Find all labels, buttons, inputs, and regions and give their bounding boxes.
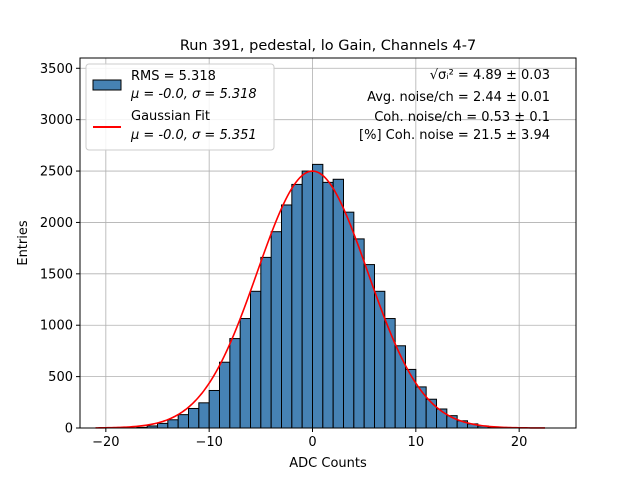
histogram-bar xyxy=(343,211,355,429)
histogram-bar xyxy=(353,238,365,429)
histogram-bar xyxy=(281,204,293,429)
y-axis-label: Entries xyxy=(16,220,31,266)
annotation-rms-sigma-value: = 4.89 ± 0.03 xyxy=(454,68,550,83)
histogram-bar xyxy=(384,318,396,429)
histogram-bar xyxy=(301,170,313,429)
histogram-bar xyxy=(332,178,344,429)
legend-frame xyxy=(85,63,275,151)
y-tick-label: 0 xyxy=(65,422,73,437)
legend-histogram-sublabel: μ = -0.0, σ = 5.318 xyxy=(130,87,257,102)
histogram-bar xyxy=(177,414,190,429)
x-tick-label: −10 xyxy=(195,435,222,450)
y-axis-ticks: 0 500 1000 1500 2000 2500 3000 3500 xyxy=(40,62,80,437)
histogram-bar xyxy=(374,290,386,429)
plot-frame xyxy=(79,57,577,429)
y-tick-label: 3000 xyxy=(40,113,73,128)
histogram-bar xyxy=(270,231,282,429)
legend-histogram-label: RMS = 5.318 xyxy=(131,69,216,84)
histogram-bar xyxy=(157,422,169,429)
chart-title: Run 391, pedestal, lo Gain, Channels 4-7 xyxy=(180,38,476,54)
histogram-bar xyxy=(405,368,417,429)
x-axis-ticks: −20 −10 0 10 20 xyxy=(92,428,527,450)
histogram-bar xyxy=(322,181,334,429)
legend-fit-sublabel: μ = -0.0, σ = 5.351 xyxy=(130,128,257,143)
annotation-rms-sigma-symbol: √σᵢ² xyxy=(430,68,454,83)
legend-histogram-swatch xyxy=(92,79,122,91)
x-axis-label: ADC Counts xyxy=(289,456,367,471)
histogram-bar xyxy=(260,256,272,429)
x-tick-label: 0 xyxy=(308,435,316,450)
y-tick-label: 2000 xyxy=(40,216,73,231)
histogram-bar xyxy=(188,407,200,429)
histogram-bar xyxy=(291,183,303,429)
histogram-bar xyxy=(167,419,179,429)
y-tick-label: 1000 xyxy=(40,319,73,334)
histogram-bar xyxy=(219,361,231,429)
histogram-bars xyxy=(126,163,531,429)
y-tick-label: 3500 xyxy=(40,62,73,77)
annotation-rms-sigma: √σᵢ² = 4.89 ± 0.03 xyxy=(430,68,550,83)
histogram-bar xyxy=(312,163,324,429)
x-tick-label: 10 xyxy=(408,435,425,450)
histogram-bar xyxy=(250,290,262,429)
annotation-coh-noise-percent: [%] Coh. noise = 21.5 ± 3.94 xyxy=(359,128,550,143)
gaussian-fit-line xyxy=(95,170,545,429)
histogram-bar xyxy=(363,264,375,429)
annotation-coh-noise: Coh. noise/ch = 0.53 ± 0.1 xyxy=(374,110,550,125)
y-tick-label: 2500 xyxy=(40,165,73,180)
legend-fit-label: Gaussian Fit xyxy=(131,109,210,124)
histogram-bar xyxy=(415,386,427,429)
noise-annotations: √σᵢ² = 4.89 ± 0.03 Avg. noise/ch = 2.44 … xyxy=(359,68,550,143)
legend: RMS = 5.318 μ = -0.0, σ = 5.318 Gaussian… xyxy=(85,63,275,151)
y-tick-label: 500 xyxy=(48,370,73,385)
y-tick-label: 1500 xyxy=(40,267,73,282)
histogram-bar xyxy=(229,338,241,429)
histogram-bar xyxy=(198,402,210,429)
histogram-bar xyxy=(394,345,406,429)
annotation-avg-noise: Avg. noise/ch = 2.44 ± 0.01 xyxy=(367,90,550,105)
x-tick-label: −20 xyxy=(92,435,119,450)
histogram-bar xyxy=(239,318,252,429)
histogram-bar xyxy=(208,389,221,429)
x-tick-label: 20 xyxy=(511,435,528,450)
